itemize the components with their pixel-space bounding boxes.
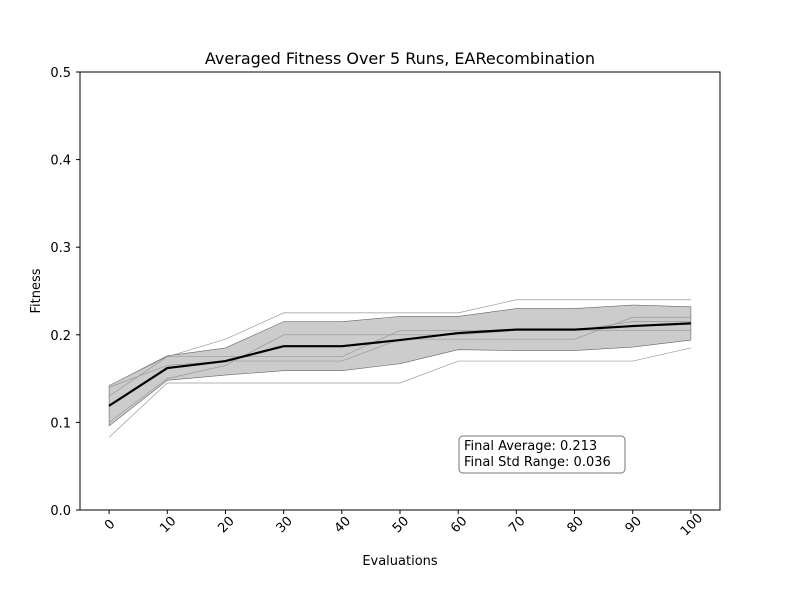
- y-tick-label: 0.5: [50, 66, 71, 81]
- y-tick-label: 0.4: [50, 154, 71, 169]
- x-tick-label: 40: [332, 514, 354, 536]
- annotation-final-average: Final Average: 0.213: [464, 439, 597, 454]
- x-axis-ticks: 0 10 20 30 40 50 60 70 80 90 100: [102, 510, 706, 539]
- x-tick-label: 50: [390, 514, 412, 536]
- x-tick-label: 60: [448, 514, 470, 536]
- y-tick-label: 0.1: [50, 416, 71, 431]
- x-tick-label: 30: [274, 514, 296, 536]
- y-tick-label: 0.2: [50, 329, 71, 344]
- annotation-box: Final Average: 0.213 Final Std Range: 0.…: [458, 435, 626, 474]
- annotation-final-std-range: Final Std Range: 0.036: [464, 455, 611, 470]
- std-band-layer: [108, 304, 692, 427]
- average-layer: [108, 322, 691, 407]
- y-tick-label: 0.0: [50, 504, 71, 519]
- x-tick-label: 10: [157, 514, 179, 536]
- x-tick-label: 0: [102, 517, 118, 533]
- run-line-5: [108, 299, 691, 386]
- std-band: [108, 304, 692, 427]
- annotation-frame: [458, 435, 626, 474]
- x-tick-label: 70: [506, 514, 528, 536]
- x-tick-label: 80: [564, 514, 586, 536]
- x-tick-label: 20: [215, 514, 237, 536]
- run-line-1: [108, 347, 691, 438]
- y-axis-label: Fitness: [29, 268, 44, 313]
- average-line: [108, 322, 691, 407]
- run-line-3: [108, 330, 691, 397]
- x-tick-label: 90: [623, 514, 645, 536]
- chart-title: Averaged Fitness Over 5 Runs, EARecombin…: [205, 49, 595, 68]
- x-tick-label: 100: [678, 511, 706, 539]
- x-axis-label: Evaluations: [362, 554, 438, 569]
- y-tick-label: 0.3: [50, 241, 71, 256]
- y-axis-ticks: 0.0 0.1 0.2 0.3 0.4 0.5: [50, 66, 80, 519]
